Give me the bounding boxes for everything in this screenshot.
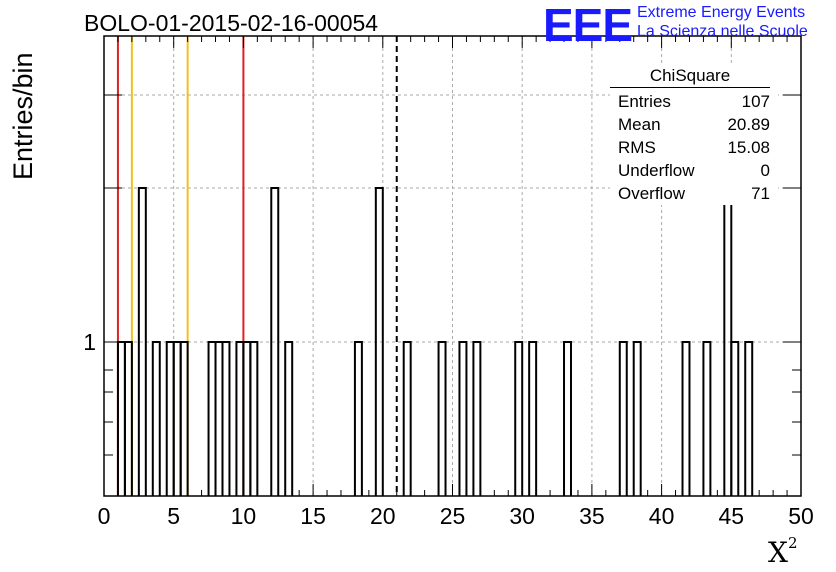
stats-value: 20.89 xyxy=(727,115,770,134)
stats-title: ChiSquare xyxy=(610,66,770,88)
eee-logo: EEE xyxy=(543,0,633,51)
x-tick-label: 5 xyxy=(167,503,180,529)
logo-line-1: Extreme Energy Events xyxy=(637,4,806,21)
x-tick-label: 0 xyxy=(98,503,111,529)
stats-row: Underflow 0 xyxy=(610,159,778,182)
histogram-bar xyxy=(402,341,412,496)
stats-label: Mean xyxy=(618,115,661,134)
x-tick-label: 10 xyxy=(231,503,257,529)
logo-caption: Extreme Energy Events La Scienza nelle S… xyxy=(637,3,808,41)
x-tick-label: 35 xyxy=(579,503,605,529)
histogram-bar xyxy=(472,341,482,496)
histogram-bar xyxy=(458,341,468,496)
histogram-bar xyxy=(618,341,628,496)
histogram-bar xyxy=(242,341,252,496)
histogram-bar xyxy=(730,341,740,496)
stats-row: RMS 15.08 xyxy=(610,136,778,159)
histogram-bar xyxy=(249,341,259,496)
logo-line-2: La Scienza nelle Scuole xyxy=(637,23,808,40)
x-tick-label: 15 xyxy=(300,503,326,529)
stats-row: Overflow 71 xyxy=(610,182,778,205)
x-tick-label: 25 xyxy=(440,503,466,529)
x-axis-label: X2 xyxy=(768,533,798,569)
stats-label: Overflow xyxy=(618,184,686,203)
chart-title: BOLO-01-2015-02-16-00054 xyxy=(84,10,379,36)
x-tick-label: 30 xyxy=(509,503,535,529)
stats-label: Entries xyxy=(618,92,671,111)
histogram-bar xyxy=(284,341,294,496)
histogram-bar xyxy=(270,187,280,496)
x-tick-label: 20 xyxy=(370,503,396,529)
stats-value: 107 xyxy=(741,92,770,111)
x-axis-label-exponent: 2 xyxy=(787,533,798,552)
stats-label: RMS xyxy=(618,138,656,157)
y-tick-label: 1 xyxy=(83,329,96,355)
histogram-bar xyxy=(151,341,161,496)
histogram-bar xyxy=(702,341,712,496)
stats-row: Entries 107 xyxy=(610,90,778,113)
y-axis-label: Entries/bin xyxy=(8,52,38,180)
histogram-bar xyxy=(116,341,126,496)
histogram-bar xyxy=(221,341,231,496)
x-tick-label: 50 xyxy=(788,503,814,529)
histogram-bar xyxy=(374,187,384,496)
stats-value: 15.08 xyxy=(727,138,770,157)
histogram-bar xyxy=(172,341,182,496)
histogram-bar xyxy=(214,341,224,496)
histogram-bar xyxy=(235,341,245,496)
stats-value: 71 xyxy=(751,184,770,203)
histogram-bar xyxy=(528,341,538,496)
x-axis-label-base: X xyxy=(768,536,788,569)
histogram-bar xyxy=(179,341,189,496)
histogram-bar xyxy=(165,341,175,496)
histogram-bar xyxy=(514,341,524,496)
axes: 0 5 10 15 20 25 30 35 40 45 50 1 xyxy=(83,35,814,529)
histogram-bar xyxy=(207,341,217,496)
histogram-bar xyxy=(123,341,133,496)
histogram-bars xyxy=(116,187,754,496)
histogram-bar xyxy=(744,341,754,496)
stats-value: 0 xyxy=(760,161,770,180)
stats-label: Underflow xyxy=(618,161,695,180)
x-tick-label: 40 xyxy=(649,503,675,529)
histogram-bar xyxy=(353,341,363,496)
histogram-bar xyxy=(632,341,642,496)
x-tick-label: 45 xyxy=(719,503,745,529)
histogram-bar xyxy=(437,341,447,496)
stats-box: ChiSquare Entries 107 Mean 20.89 RMS 15.08 … xyxy=(610,66,778,205)
histogram-bar xyxy=(563,341,572,496)
histogram-bar xyxy=(681,341,691,496)
histogram-bar xyxy=(137,187,147,496)
stats-row: Mean 20.89 xyxy=(610,113,778,136)
